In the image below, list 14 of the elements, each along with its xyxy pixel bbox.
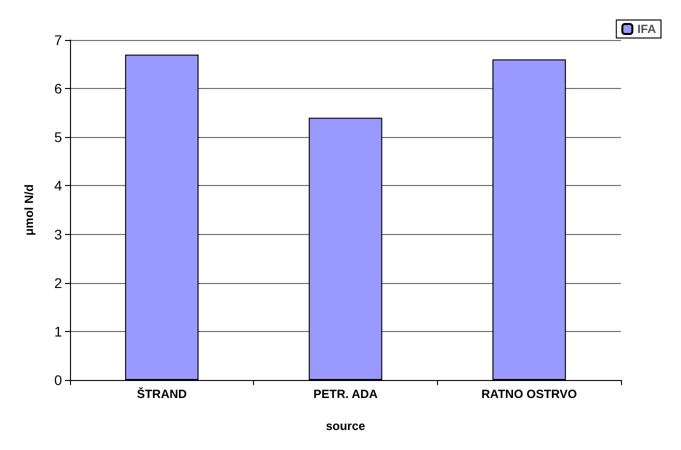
x-tick-label: ŠTRAND <box>136 387 188 401</box>
y-tick-label: 7 <box>54 32 62 48</box>
y-tick-label: 3 <box>54 226 62 242</box>
y-tick-label: 6 <box>54 80 62 97</box>
x-tick-label: PETR. ADA <box>313 387 378 401</box>
y-tick-label: 5 <box>54 129 62 146</box>
y-tick-label: 4 <box>54 178 62 194</box>
y-axis-title: μmol N/d <box>22 184 36 236</box>
y-tick-label: 0 <box>54 372 62 388</box>
y-tick-label: 1 <box>54 323 62 340</box>
x-tick-label: RATNO OSTRVO <box>481 387 577 401</box>
legend-label: IFA <box>637 22 656 36</box>
y-tick-label: 2 <box>54 274 62 291</box>
x-axis-title: source <box>326 419 366 433</box>
